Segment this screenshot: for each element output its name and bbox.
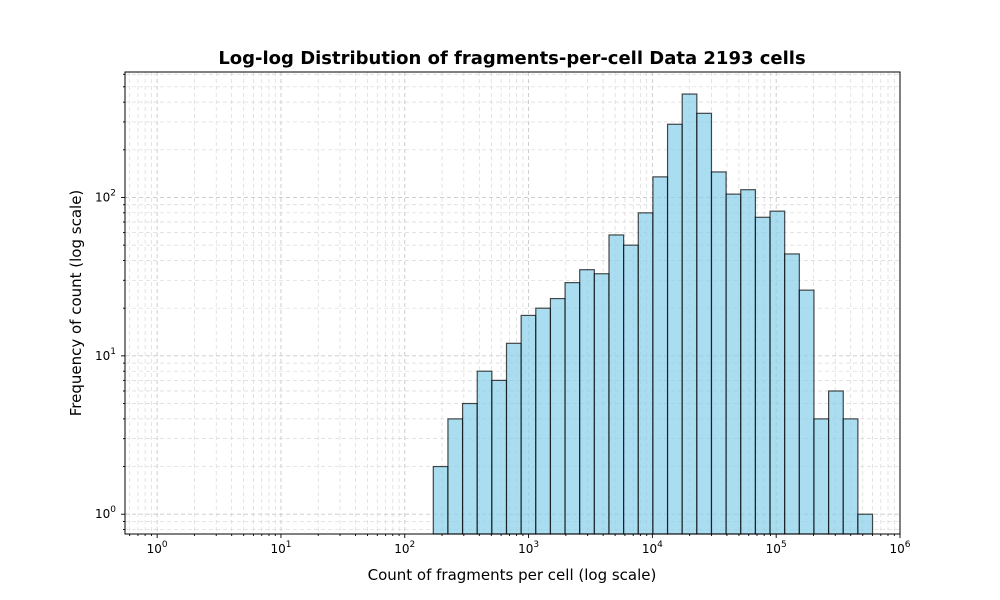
histogram-bar	[461, 402, 478, 535]
histogram-bar	[476, 370, 493, 535]
chart-title: Log-log Distribution of fragments-per-ce…	[218, 48, 805, 69]
histogram-bar	[535, 307, 552, 535]
x-tick-label: 101	[270, 540, 291, 556]
histogram-bar	[696, 112, 713, 535]
histogram-bar	[769, 210, 786, 535]
x-tick-label: 104	[642, 540, 663, 556]
histogram-bar	[520, 314, 537, 535]
histogram-bar	[579, 269, 595, 535]
histogram-bar	[666, 123, 683, 535]
histogram-bar	[432, 465, 449, 535]
y-tick-label: 101	[95, 347, 116, 363]
histogram-bar	[798, 289, 815, 535]
x-tick-label: 106	[889, 540, 910, 556]
histogram-bar	[491, 379, 508, 535]
histogram-bar	[725, 193, 742, 535]
plot-frame	[124, 71, 901, 535]
x-tick-label: 103	[518, 540, 539, 556]
histogram-bar	[842, 418, 859, 535]
x-tick-label: 105	[766, 540, 787, 556]
y-tick-label: 100	[95, 505, 116, 521]
histogram-bar	[828, 390, 844, 535]
histogram-bar	[593, 273, 610, 535]
y-axis-label: Frequency of count (log scale)	[67, 190, 85, 417]
histogram-bar	[549, 297, 566, 535]
histogram-bar	[447, 418, 464, 535]
histogram-bar	[784, 253, 800, 535]
x-tick-label: 102	[394, 540, 415, 556]
histogram-bar	[608, 234, 625, 535]
histogram-bar	[623, 244, 639, 535]
histogram-bar	[740, 189, 757, 535]
histogram-bar	[637, 212, 654, 535]
histogram-bar	[710, 171, 727, 535]
histogram-bar	[652, 176, 669, 535]
histogram-bar	[813, 418, 830, 535]
histogram-bar	[564, 282, 581, 535]
histogram-bars	[432, 93, 874, 535]
x-axis-label: Count of fragments per cell (log scale)	[368, 566, 657, 584]
y-tick-label: 102	[95, 188, 116, 204]
axis-ticks: 100 101 102 103 104 105 106 100 101 102	[95, 73, 911, 556]
histogram-bar	[681, 93, 698, 535]
x-tick-label: 100	[147, 540, 168, 556]
histogram-bar	[505, 342, 522, 535]
histogram-bar	[754, 216, 771, 535]
histogram-bar	[857, 513, 874, 535]
